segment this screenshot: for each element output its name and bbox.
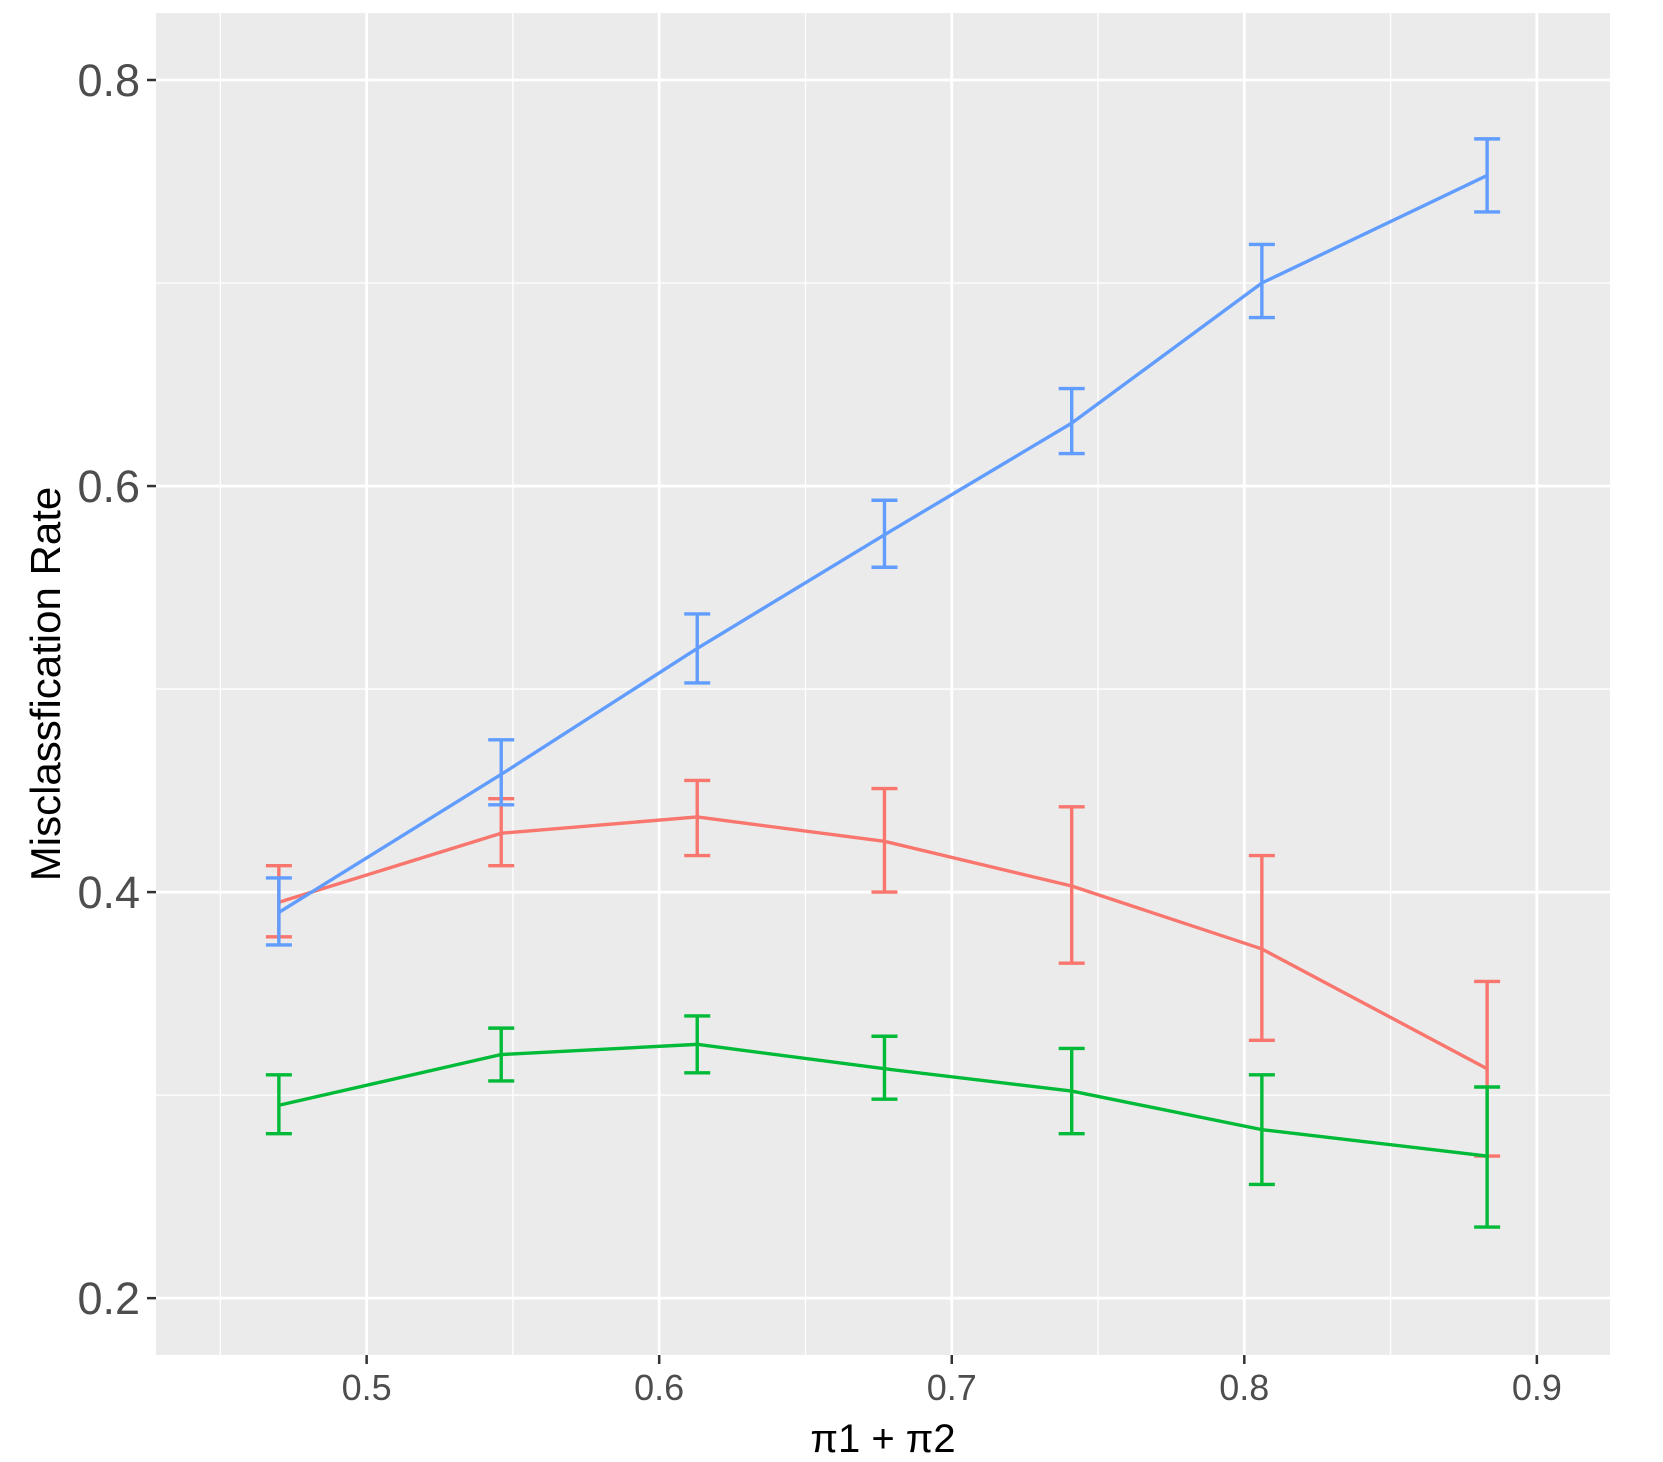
error-bar: [1248, 242, 1275, 320]
series-layer: [265, 137, 1501, 1229]
axis-ticks: 0.5 0.6 0.7 0.8 0.9 0.2 0.4 0.6 0.8: [77, 55, 1561, 1408]
y-tick-label: 0.2: [77, 1273, 140, 1324]
series-2: [265, 1014, 1501, 1229]
y-tick-label: 0.6: [77, 461, 140, 512]
x-tick-label: 0.6: [634, 1367, 684, 1408]
y-axis-title: Misclassfication Rate: [22, 487, 69, 881]
y-tick-label: 0.8: [77, 55, 140, 106]
x-tick-label: 0.5: [342, 1367, 392, 1408]
x-axis-title: π1 + π2: [810, 1417, 955, 1461]
error-bar: [1474, 1085, 1501, 1229]
plot-panel: [156, 13, 1610, 1355]
y-tick-label: 0.4: [77, 867, 140, 918]
x-tick-label: 0.9: [1512, 1367, 1562, 1408]
series-3: [265, 137, 1501, 947]
x-tick-label: 0.7: [927, 1367, 977, 1408]
error-bar: [488, 738, 515, 807]
x-tick-label: 0.8: [1219, 1367, 1269, 1408]
